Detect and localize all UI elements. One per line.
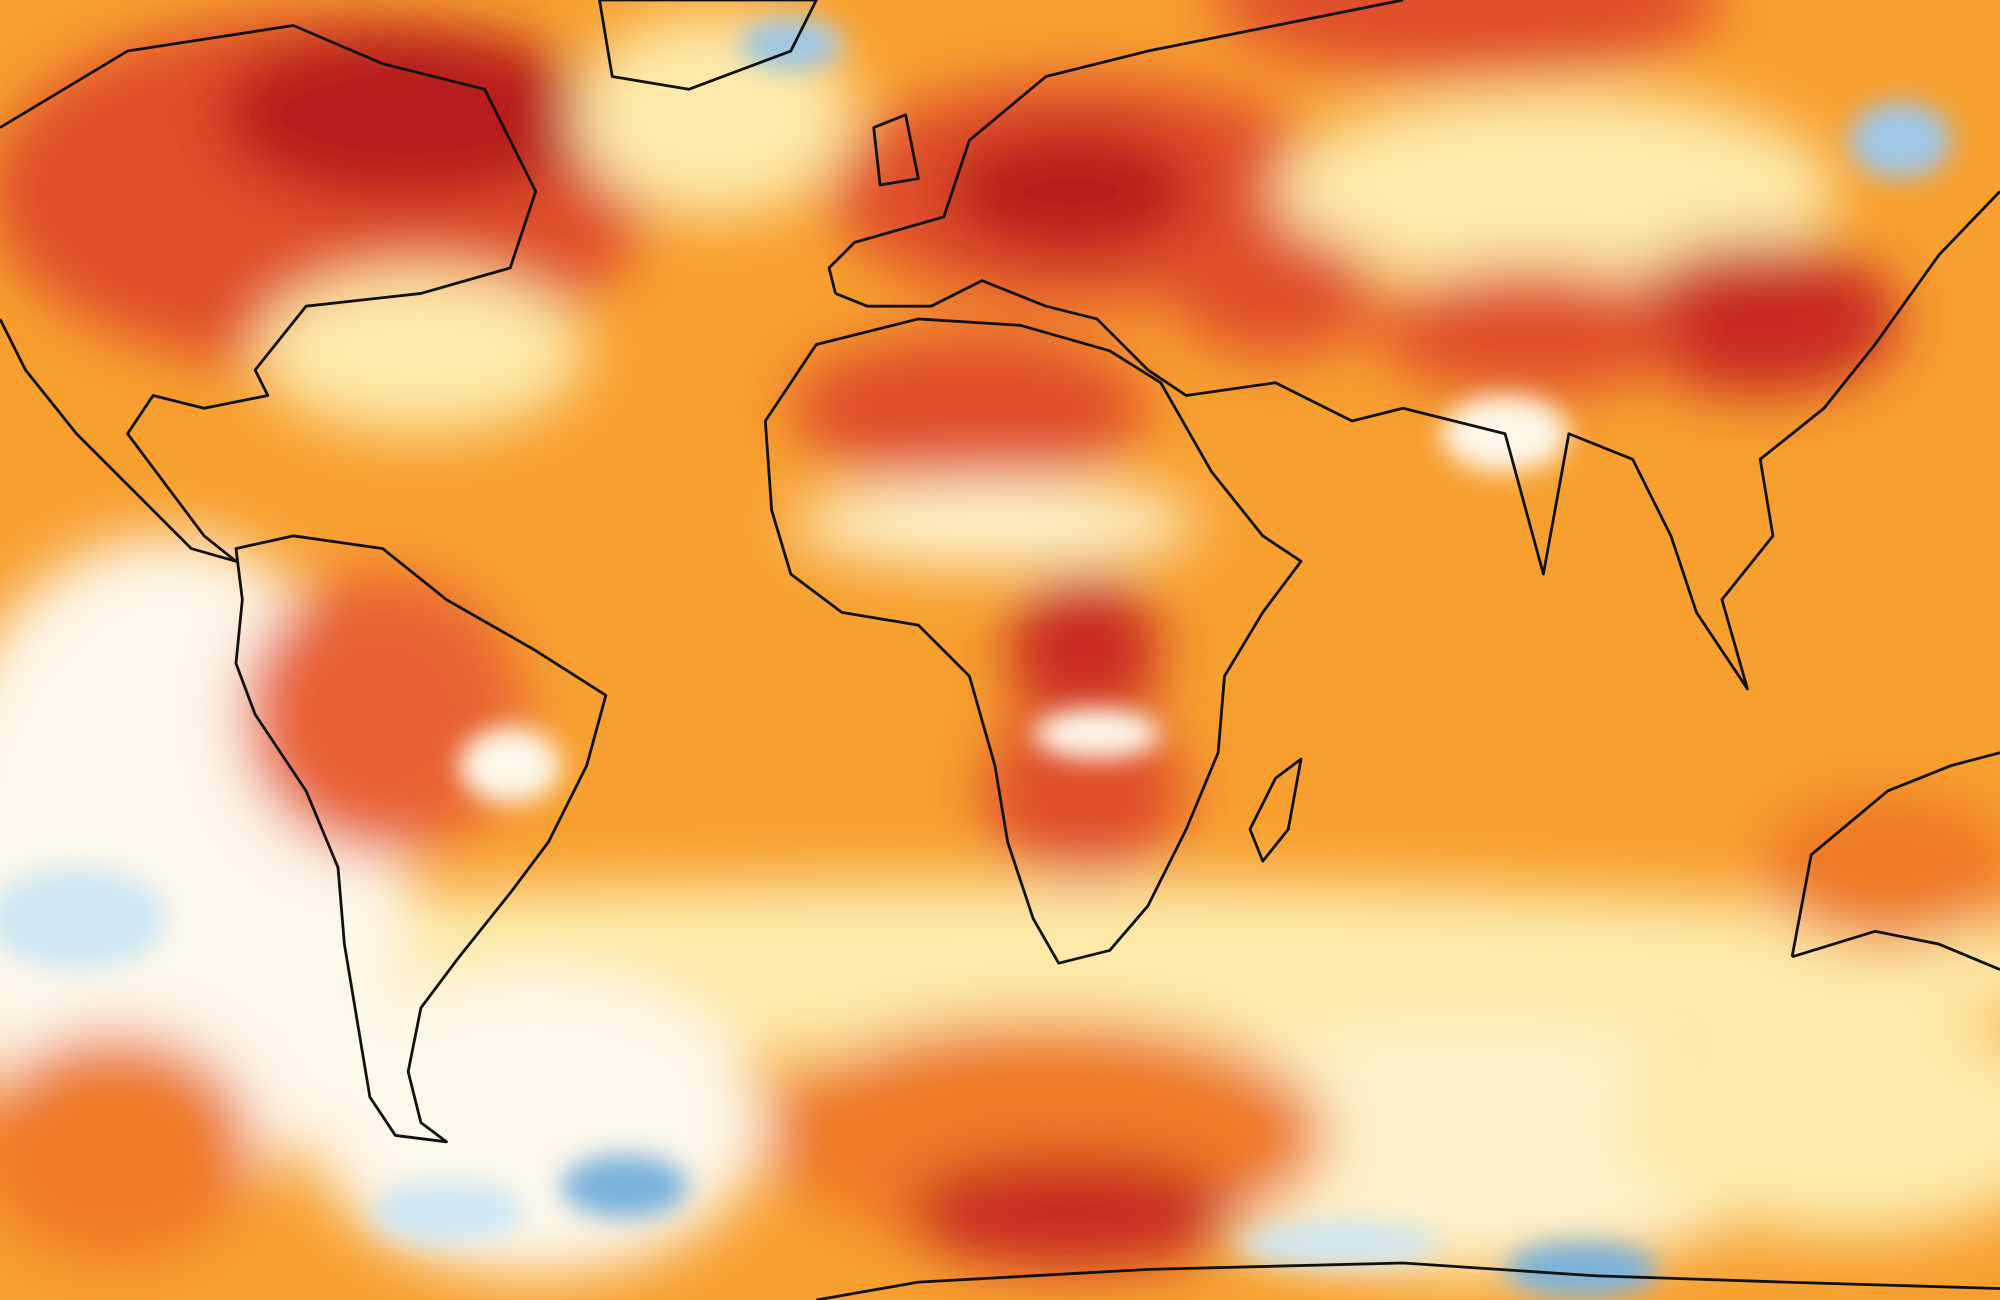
coastline-greenland (598, 0, 818, 91)
anomaly-patch (1377, 267, 1684, 396)
anomaly-patch (1619, 242, 1901, 396)
anomaly-patch (0, 1033, 256, 1263)
anomaly-patch (1173, 229, 1378, 358)
anomaly-patch (790, 331, 1148, 485)
anomaly-patch (739, 19, 842, 71)
anomaly-patch (1033, 708, 1161, 760)
anomaly-patch (561, 1154, 689, 1219)
anomaly-patch (1275, 89, 1837, 294)
anomaly-patch (1849, 102, 1952, 179)
coastline-antarctica (816, 1261, 2000, 1300)
coastline-eurasia (827, 0, 2000, 691)
coastline-australia (1790, 751, 2000, 971)
anomaly-patch (1760, 790, 2000, 945)
anomaly-patch (1237, 1220, 1442, 1267)
anomaly-patch (1211, 0, 1722, 77)
anomaly-patch (1135, 1020, 1799, 1276)
anomaly-patch (242, 574, 523, 855)
anomaly-patch (0, 867, 166, 970)
anomaly-patch (790, 478, 1199, 568)
coastline-south-america (234, 534, 608, 1144)
coastline-north-america (0, 24, 538, 563)
anomaly-patch (905, 1154, 1238, 1270)
anomaly-patch (459, 727, 562, 804)
anomaly-patch (306, 969, 766, 1276)
coastline-africa (763, 317, 1303, 965)
anomaly-patch (1007, 574, 1161, 728)
anomaly-patch (943, 127, 1199, 256)
anomaly-patch (1505, 1241, 1659, 1298)
anomaly-patch (369, 1180, 523, 1244)
anomaly-patch (216, 25, 600, 205)
anomaly-patch (1619, 1007, 2000, 1238)
coastline-britain (872, 113, 920, 187)
anomaly-patch (255, 267, 587, 434)
coastline-madagascar (1248, 757, 1303, 863)
